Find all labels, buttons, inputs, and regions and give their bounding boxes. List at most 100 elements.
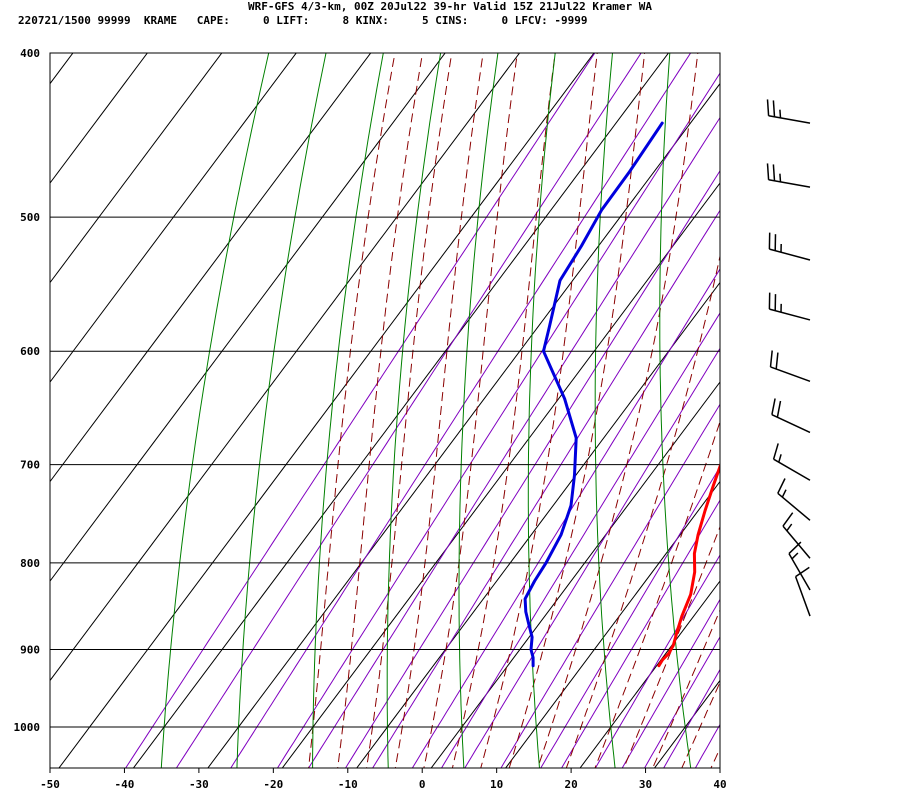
wind-barb-staff	[777, 492, 811, 521]
plot-frame	[49, 52, 721, 769]
wind-barb-staff	[769, 248, 811, 261]
dry-adiabat-lines	[160, 0, 845, 784]
dry-adiabat-line	[160, 53, 270, 768]
temperature-tick-label: 10	[490, 778, 503, 791]
isotherm-line	[356, 281, 720, 768]
mixing-ratio-line	[561, 499, 720, 768]
mixing-ratio-line	[644, 635, 720, 768]
wind-barb-staff	[794, 576, 811, 617]
pressure-tick-labels: 400 500 600 700 800 900 1000	[14, 47, 41, 734]
wind-barb-half-flag	[779, 109, 782, 118]
mixing-ratio-line	[464, 347, 720, 768]
isotherm-lines	[0, 43, 900, 778]
wind-barb-flag	[769, 350, 773, 367]
dry-adiabat-line	[236, 53, 327, 768]
wind-barb	[768, 232, 811, 261]
wind-barb-staff	[768, 115, 811, 124]
temperature-tick-label: -10	[338, 778, 358, 791]
mixing-ratio-line	[125, 53, 596, 768]
pressure-tick-label: 800	[20, 557, 40, 570]
isotherm-line	[653, 679, 720, 768]
temperature-tick-label: -20	[263, 778, 283, 791]
isotherm-line	[50, 53, 521, 682]
wind-barb-flag	[795, 566, 810, 578]
isotherm-line	[721, 43, 900, 778]
wind-barb	[766, 99, 811, 124]
moist-adiabat-line	[733, 0, 900, 784]
wind-barb-flag	[771, 398, 776, 415]
wind-barb-flag	[777, 478, 786, 494]
wind-barb-flag	[776, 400, 782, 418]
pressure-tick-label: 700	[20, 459, 40, 472]
isotherm-line	[50, 53, 74, 85]
isotherm-line	[58, 53, 595, 768]
isotherm-line	[281, 182, 720, 768]
isobar-lines	[50, 53, 720, 728]
wind-barb-flag	[788, 541, 802, 555]
pressure-tick-label: 500	[20, 211, 40, 224]
temperature-tick-label: -50	[40, 778, 60, 791]
temperature-tick-label: 30	[639, 778, 652, 791]
isotherm-line	[0, 43, 6, 778]
mixing-ratio-line	[308, 116, 720, 768]
temperature-tick-label: -30	[189, 778, 209, 791]
isotherm-line	[132, 53, 670, 768]
pressure-tick-label: 1000	[14, 721, 41, 734]
dry-adiabat-line	[783, 0, 845, 784]
wind-barb-flag	[775, 352, 779, 370]
wind-barbs	[766, 99, 811, 617]
dry-adiabat-line	[527, 53, 556, 768]
wind-barb	[782, 512, 811, 559]
wind-barb	[771, 398, 811, 434]
wind-barb-flag	[772, 100, 776, 117]
mixing-ratio-line	[663, 668, 720, 768]
sounding-profiles	[523, 121, 720, 668]
pressure-tick-label: 400	[20, 47, 40, 60]
temperature-tick-label: 20	[564, 778, 577, 791]
moist-adiabat-line	[710, 747, 720, 768]
mixing-ratio-line	[175, 53, 642, 768]
mixing-ratio-line	[621, 598, 720, 768]
isotherm-line	[579, 580, 720, 768]
wind-barb-flag	[782, 512, 794, 527]
wind-barb	[794, 566, 811, 617]
wind-barb-staff	[768, 179, 811, 188]
wind-barb-staff	[788, 553, 811, 591]
mixing-ratio-line	[594, 554, 720, 768]
wind-barb	[772, 443, 811, 481]
dry-adiabat-line	[386, 53, 442, 768]
moist-adiabat-line	[537, 53, 699, 768]
mixing-ratio-line	[344, 169, 720, 768]
wind-barb-half-flag	[791, 552, 799, 560]
wind-barb-staff	[771, 414, 811, 434]
wind-barb-staff	[769, 308, 811, 321]
isotherm-line	[50, 53, 372, 483]
wind-barb-flag	[766, 99, 770, 116]
isotherm-line	[505, 480, 720, 768]
wind-barb-staff	[770, 366, 811, 382]
moist-adiabat-line	[565, 253, 720, 768]
wind-barb	[769, 350, 811, 382]
isotherm-line	[50, 53, 297, 383]
mixing-ratio-line	[712, 0, 900, 784]
moist-adiabat-line	[762, 0, 900, 784]
sounding-stats: 220721/1500 99999 KRAME CAPE: 0 LIFT: 8 …	[18, 14, 588, 27]
isotherm-line	[207, 82, 720, 768]
isotherm-line	[50, 53, 148, 184]
pressure-tick-label: 600	[20, 345, 40, 358]
moist-adiabat-line	[508, 53, 646, 768]
moist-adiabat-line	[423, 53, 518, 768]
moist-adiabat-line	[480, 53, 598, 768]
moist-adiabat-line	[451, 53, 556, 768]
moist-adiabat-line	[681, 681, 720, 768]
wind-barb	[777, 478, 811, 521]
mixing-ratio-lines	[125, 0, 900, 784]
wind-barb-flag	[772, 164, 776, 181]
wind-barb-flag	[766, 163, 770, 180]
dry-adiabat-line	[594, 53, 616, 768]
temperature-tick-labels: -50 -40 -30 -20 -10 0 10 20 30 40	[40, 768, 727, 791]
chart-title: WRF-GFS 4/3-km, 00Z 20Jul22 39-hr Valid …	[248, 0, 652, 13]
moist-adiabat-line	[623, 525, 720, 768]
dry-adiabat-line	[722, 0, 769, 784]
